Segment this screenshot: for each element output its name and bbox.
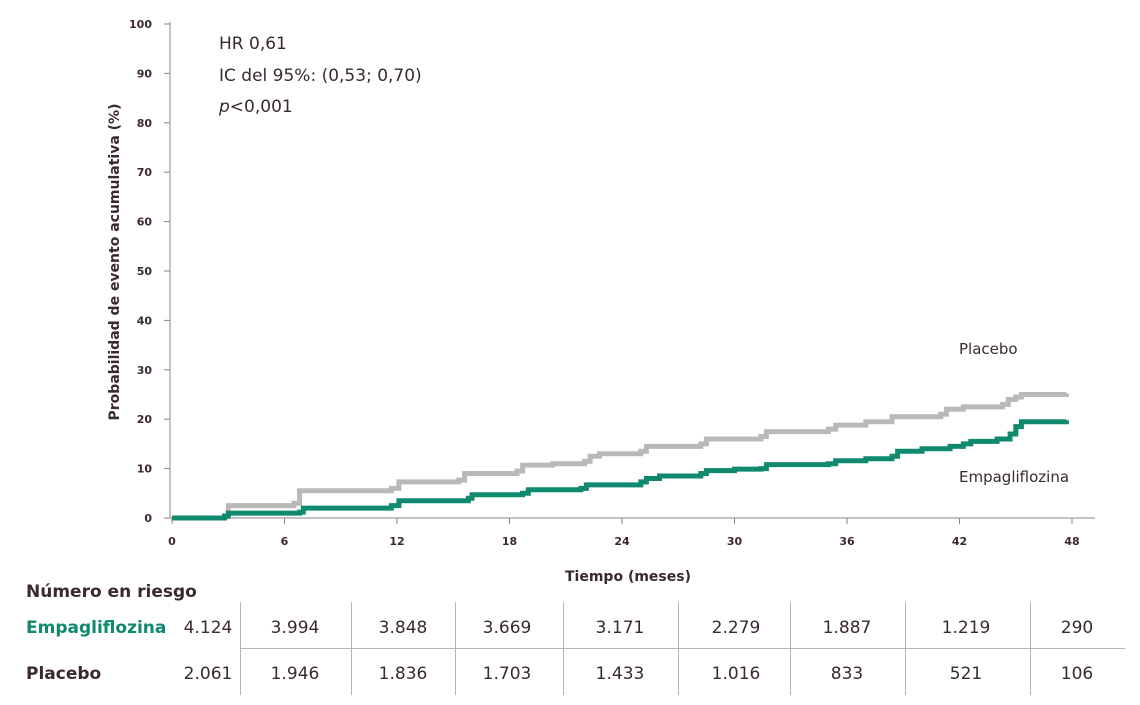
risk-table-column-divider: [455, 602, 456, 695]
series-lines: [172, 392, 1069, 521]
x-tick-label: 42: [952, 535, 967, 548]
y-tick-label: 100: [129, 18, 152, 31]
series-line-empagliflozina: [172, 419, 1069, 521]
risk-table-column-divider: [1030, 602, 1031, 695]
x-tick-label: 0: [168, 535, 176, 548]
x-tick-label: 18: [502, 535, 517, 548]
risk-table-column-divider: [351, 602, 352, 695]
x-tick-label: 6: [281, 535, 289, 548]
y-tick-label: 50: [137, 265, 153, 278]
risk-table-cell: 1.016: [711, 664, 761, 684]
risk-table-title: Número en riesgo: [26, 582, 197, 602]
risk-table-cell: 290: [1060, 618, 1094, 638]
risk-table-cell: 2.279: [711, 618, 761, 638]
hazard-ratio-text: HR 0,61: [219, 34, 287, 54]
series-line-placebo: [172, 392, 1069, 521]
x-tick-label: 30: [727, 535, 743, 548]
y-ticks: 0 10 20 30 40 50 60 70 80 90 100: [129, 18, 170, 525]
risk-table-column-divider: [905, 602, 906, 695]
y-tick-label: 90: [137, 67, 153, 80]
axes: [169, 22, 1095, 519]
x-tick-label: 48: [1064, 535, 1079, 548]
risk-table-cell: 3.848: [378, 618, 428, 638]
confidence-interval-text: IC del 95%: (0,53; 0,70): [219, 66, 422, 86]
risk-table-cell: 1.219: [941, 618, 991, 638]
y-tick-label: 10: [137, 463, 153, 476]
risk-table-cell: 3.669: [482, 618, 532, 638]
y-axis-title: Probabilidad de evento acumulativa (%): [107, 104, 123, 421]
x-tick-label: 12: [389, 535, 404, 548]
risk-table-column-divider: [563, 602, 564, 695]
risk-table-cell: 1.836: [378, 664, 428, 684]
y-tick-label: 0: [144, 512, 152, 525]
risk-table-column-divider: [240, 602, 241, 695]
y-tick-label: 20: [137, 413, 153, 426]
y-tick-label: 70: [137, 166, 153, 179]
risk-table-divider: [240, 648, 1125, 649]
p-value-number: <0,001: [230, 97, 293, 117]
risk-table-cell: 1.703: [482, 664, 532, 684]
x-tick-label: 24: [614, 535, 630, 548]
risk-row-placebo: Placebo 2.061 1.946 1.836 1.703 1.433 1.016 83…: [0, 652, 1140, 698]
risk-table-column-divider: [790, 602, 791, 695]
p-value-text: p<0,001: [218, 97, 293, 117]
risk-table-cell: 833: [830, 664, 864, 684]
risk-row-empagliflozina: Empagliflozina 4.124 3.994 3.848 3.669 3.171…: [0, 606, 1140, 652]
p-value-p: p: [218, 97, 230, 117]
risk-table-cell: 2.061: [183, 664, 233, 684]
placebo-series-label: Placebo: [959, 340, 1018, 358]
risk-table-column-divider: [678, 602, 679, 695]
x-ticks: 0 6 12 18 24 30 36 42 48: [168, 518, 1080, 548]
risk-table-cell: 1.887: [822, 618, 872, 638]
x-axis-title: Tiempo (meses): [565, 569, 691, 585]
risk-row-label: Placebo: [26, 664, 102, 684]
risk-table-cell: 3.994: [270, 618, 320, 638]
risk-table-cell: 106: [1060, 664, 1094, 684]
y-tick-label: 30: [137, 364, 153, 377]
empagliflozina-series-label: Empagliflozina: [959, 468, 1069, 486]
risk-table-cell: 3.171: [595, 618, 645, 638]
risk-row-label: Empagliflozina: [26, 618, 167, 638]
y-tick-label: 60: [137, 216, 153, 229]
risk-table-cell: 1.433: [595, 664, 645, 684]
y-tick-label: 40: [137, 314, 153, 327]
x-tick-label: 36: [839, 535, 855, 548]
risk-table-cell: 1.946: [270, 664, 320, 684]
risk-table-cell: 4.124: [183, 618, 233, 638]
risk-table-cell: 521: [949, 664, 983, 684]
number-at-risk-table: Número en riesgo Empagliflozina 4.124 3.9…: [0, 582, 1140, 702]
y-tick-label: 80: [137, 117, 153, 130]
